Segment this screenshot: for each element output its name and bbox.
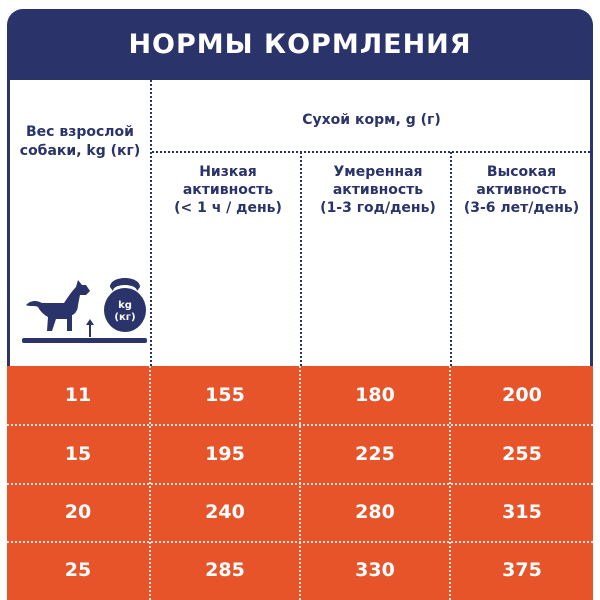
- kettlebell-icon: [110, 278, 140, 291]
- activity-moderate-line3: (1-3 год/день): [320, 200, 436, 216]
- weight-column-header: Вес взрослой собаки, kg (кг): [19, 124, 141, 159]
- activity-low-line3: (< 1 ч / день): [174, 200, 282, 216]
- low-activity-cell: 285: [205, 559, 245, 581]
- table-header-panel: Вес взрослой собаки, kg (кг) Сухой корм,…: [10, 80, 590, 366]
- divider-horizontal: [7, 483, 593, 485]
- divider-horizontal: [7, 541, 593, 543]
- weight-cell: 15: [64, 443, 92, 465]
- activity-low-line2: активность: [182, 182, 274, 198]
- activity-high-line1: Высокая: [486, 164, 557, 180]
- high-activity-cell: 255: [502, 443, 542, 465]
- activity-moderate-header: Умеренная активность (1-3 год/день): [303, 163, 453, 217]
- moderate-activity-cell: 280: [355, 501, 395, 523]
- weight-cell: 20: [64, 501, 92, 523]
- activity-low-header: Низкая активность (< 1 ч / день): [153, 163, 303, 217]
- dog-icon: [26, 280, 90, 331]
- weight-cell: 25: [64, 559, 92, 581]
- low-activity-cell: 195: [205, 443, 245, 465]
- page-title: НОРМЫ КОРМЛЕНИЯ: [128, 29, 472, 60]
- feeding-table-body: 11 155 180 200 15 195 225 255 20 240 280…: [7, 366, 593, 600]
- low-activity-cell: 240: [205, 501, 245, 523]
- kettlebell-label: kg: [118, 300, 132, 311]
- divider-vertical: [150, 80, 152, 366]
- high-activity-cell: 315: [502, 501, 542, 523]
- divider-horizontal: [7, 424, 593, 426]
- activity-high-line2: активность: [476, 182, 567, 198]
- high-activity-cell: 375: [502, 559, 542, 581]
- activity-moderate-line1: Умеренная: [333, 164, 423, 180]
- dry-food-header: Сухой корм, g (г): [302, 112, 441, 128]
- dog-weight-icon: kg (кг): [22, 278, 147, 343]
- kettlebell-label2: (кг): [114, 312, 135, 323]
- divider-vertical: [450, 152, 452, 366]
- moderate-activity-cell: 225: [355, 443, 395, 465]
- activity-low-line1: Низкая: [199, 164, 257, 180]
- moderate-activity-cell: 180: [355, 384, 395, 406]
- weight-cell: 11: [64, 384, 92, 406]
- activity-high-line3: (3-6 лет/день): [463, 200, 580, 216]
- activity-moderate-line2: активность: [332, 182, 424, 198]
- moderate-activity-cell: 330: [355, 559, 395, 581]
- divider-vertical: [300, 152, 302, 366]
- low-activity-cell: 155: [205, 384, 245, 406]
- divider-horizontal: [152, 151, 590, 153]
- feeding-chart-card: НОРМЫ КОРМЛЕНИЯ Вес взрослой собаки, kg …: [7, 9, 593, 600]
- high-activity-cell: 200: [502, 384, 542, 406]
- activity-high-header: Высокая активность (3-6 лет/день): [453, 163, 590, 217]
